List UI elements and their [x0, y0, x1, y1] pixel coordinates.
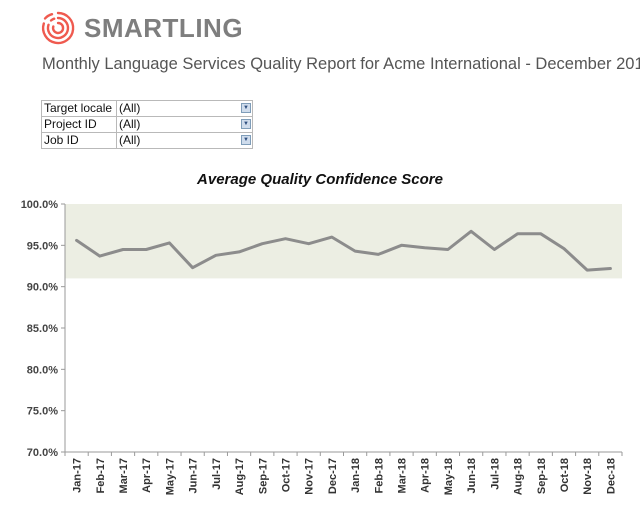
y-tick-label: 80.0% [27, 364, 58, 376]
data-point [261, 242, 264, 245]
data-point [191, 266, 194, 269]
x-tick-label: Jun-18 [466, 458, 478, 493]
filter-row-job-id: Job ID (All) ▼ [41, 132, 253, 149]
data-point [493, 248, 496, 251]
x-tick-label: Nov-18 [582, 458, 594, 495]
y-tick-label: 90.0% [27, 282, 58, 294]
data-point [214, 254, 217, 257]
data-point [145, 248, 148, 251]
data-point [539, 232, 542, 235]
data-point [75, 239, 78, 242]
x-tick-label: Oct-18 [559, 458, 571, 492]
x-tick-label: Mar-18 [397, 458, 409, 493]
x-tick-label: Sep-18 [536, 458, 548, 494]
filter-label: Job ID [41, 132, 117, 149]
data-point [238, 250, 241, 253]
data-point [168, 241, 171, 244]
filter-value: (All) [119, 133, 141, 147]
fingerprint-spiral-logo-icon [41, 11, 75, 45]
y-tick-label: 100.0% [21, 199, 59, 211]
x-tick-label: Aug-18 [513, 458, 525, 495]
data-point [400, 244, 403, 247]
data-point [330, 236, 333, 239]
x-tick-label: Jul-17 [211, 458, 223, 490]
x-tick-label: Jun-17 [188, 458, 200, 493]
target-band [65, 204, 622, 279]
dropdown-arrow-icon[interactable]: ▼ [241, 103, 251, 113]
x-tick-label: Jan-18 [350, 458, 362, 493]
data-point [609, 267, 612, 270]
x-tick-label: Aug-17 [234, 458, 246, 495]
y-tick-label: 85.0% [27, 323, 58, 335]
filter-table: Target locale (All) ▼ Project ID (All) ▼… [41, 100, 253, 149]
dropdown-arrow-icon[interactable]: ▼ [241, 135, 251, 145]
filter-row-target-locale: Target locale (All) ▼ [41, 100, 253, 117]
data-point [122, 248, 125, 251]
x-tick-label: Apr-18 [420, 458, 432, 493]
data-point [446, 248, 449, 251]
x-tick-label: Feb-18 [373, 458, 385, 493]
data-point [562, 247, 565, 250]
chart-title: Average Quality Confidence Score [197, 171, 443, 188]
dropdown-arrow-icon[interactable]: ▼ [241, 119, 251, 129]
data-point [354, 250, 357, 253]
x-tick-label: Jul-18 [489, 458, 501, 490]
filter-label: Target locale [41, 100, 117, 117]
x-tick-label: Mar-17 [118, 458, 130, 493]
data-point [98, 255, 101, 258]
brand-name: SMARTLING [84, 12, 244, 43]
data-point [377, 253, 380, 256]
x-tick-label: Dec-17 [327, 458, 339, 494]
report-title: Monthly Language Services Quality Report… [42, 55, 640, 73]
x-tick-label: May-18 [443, 458, 455, 495]
job-id-select[interactable]: (All) ▼ [116, 132, 253, 149]
x-tick-label: Sep-17 [257, 458, 269, 494]
data-point [284, 237, 287, 240]
x-tick-label: Oct-17 [280, 458, 292, 492]
brand-logo: SMARTLING [40, 8, 243, 48]
x-tick-label: Nov-17 [304, 458, 316, 495]
data-point [423, 246, 426, 249]
x-tick-label: Apr-17 [141, 458, 153, 493]
filter-value: (All) [119, 117, 141, 131]
y-tick-label: 75.0% [27, 406, 58, 418]
x-tick-label: Feb-17 [95, 458, 107, 493]
x-tick-label: Jan-17 [72, 458, 84, 493]
y-tick-label: 95.0% [27, 240, 58, 252]
data-point [516, 232, 519, 235]
x-tick-label: May-17 [164, 458, 176, 495]
x-tick-label: Dec-18 [605, 458, 617, 494]
filter-value: (All) [119, 101, 141, 115]
data-point [586, 269, 589, 272]
data-point [307, 242, 310, 245]
data-point [470, 230, 473, 233]
y-tick-label: 70.0% [27, 447, 58, 459]
series-line [75, 229, 612, 272]
